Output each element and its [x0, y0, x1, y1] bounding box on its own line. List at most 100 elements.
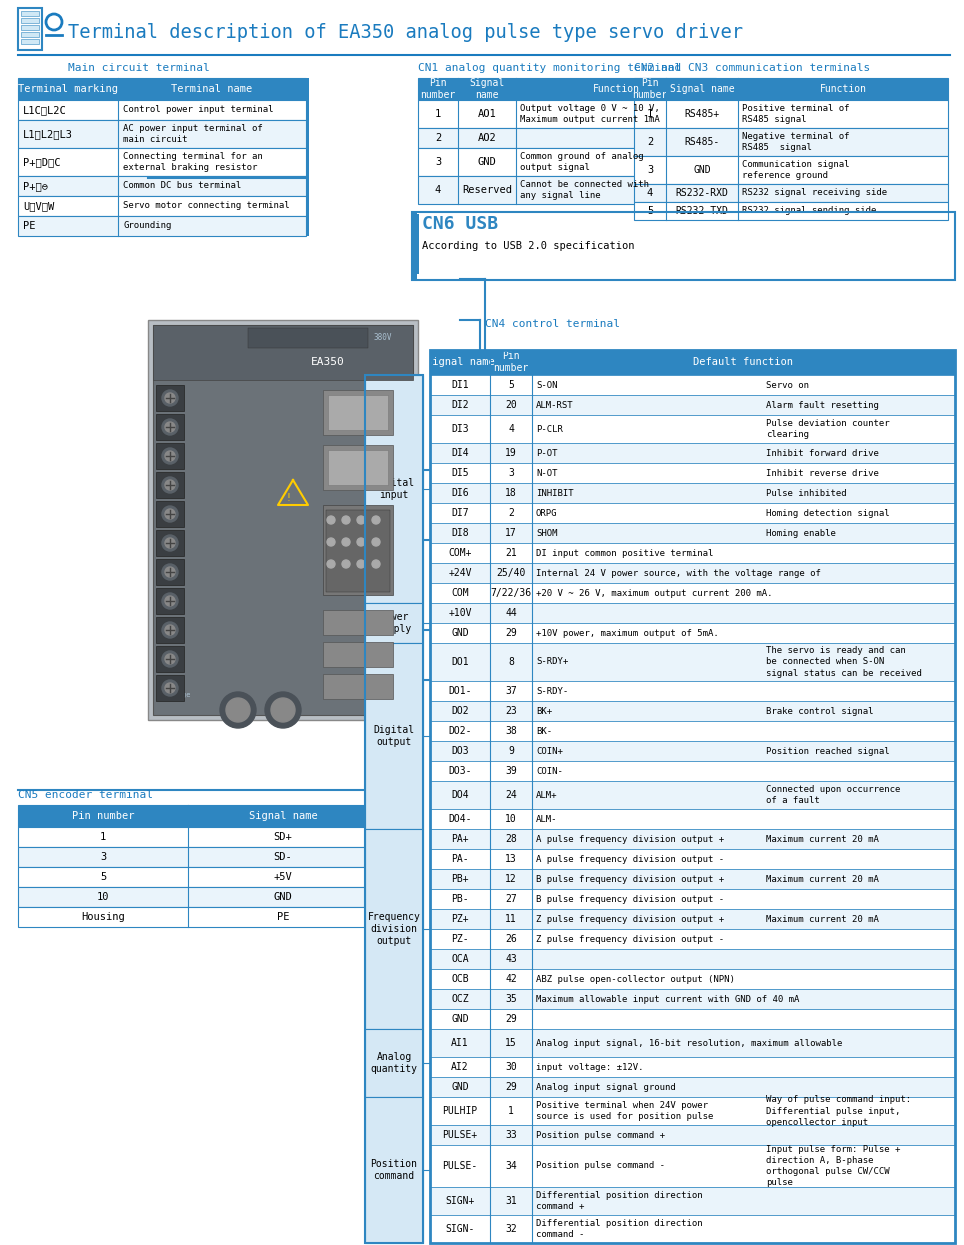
Bar	[634, 202, 948, 220]
Bar	[18, 847, 378, 867]
Text: input voltage: ±12V.: input voltage: ±12V.	[536, 1062, 644, 1072]
Text: Brake control signal: Brake control signal	[766, 706, 873, 716]
Text: DI7: DI7	[451, 508, 469, 518]
Circle shape	[162, 593, 178, 609]
Text: RS232-TXD: RS232-TXD	[676, 205, 729, 215]
Text: Position pulse command +: Position pulse command +	[536, 1130, 665, 1139]
Text: Analog
quantity: Analog quantity	[370, 1052, 417, 1074]
Text: Position reached signal: Position reached signal	[766, 747, 890, 756]
Text: OCZ: OCZ	[451, 994, 469, 1003]
Text: Function: Function	[593, 83, 639, 95]
Text: COIN-: COIN-	[536, 767, 563, 776]
Text: Pulse deviation counter
clearing: Pulse deviation counter clearing	[766, 420, 890, 439]
Text: U、V、W: U、V、W	[23, 200, 54, 210]
Text: +10V power, maximum output of 5mA.: +10V power, maximum output of 5mA.	[536, 629, 719, 637]
Text: L1、L2、L3: L1、L2、L3	[23, 129, 73, 139]
Circle shape	[162, 448, 178, 464]
Text: CN6 USB: CN6 USB	[422, 215, 498, 233]
Text: CN5 encoder terminal: CN5 encoder terminal	[18, 791, 153, 801]
Bar	[156, 675, 184, 701]
Text: DI5: DI5	[451, 468, 469, 478]
Text: +5V: +5V	[274, 872, 292, 881]
Bar	[430, 583, 955, 603]
Text: DO2-: DO2-	[448, 726, 471, 736]
Circle shape	[357, 515, 365, 524]
Bar	[418, 176, 716, 204]
Text: PULSE-: PULSE-	[442, 1162, 477, 1172]
Text: DI2: DI2	[451, 400, 469, 410]
Text: 29: 29	[505, 1082, 517, 1092]
Text: 29: 29	[505, 1013, 517, 1023]
Bar	[18, 827, 378, 847]
Text: 43: 43	[505, 954, 517, 964]
Text: Inhibit forward drive: Inhibit forward drive	[766, 448, 879, 457]
Text: 1: 1	[647, 110, 654, 120]
Bar	[156, 500, 184, 527]
Circle shape	[165, 625, 175, 635]
Text: 4: 4	[647, 188, 654, 198]
Text: DI1: DI1	[451, 380, 469, 390]
Text: 28: 28	[505, 834, 517, 844]
Bar	[430, 1125, 955, 1145]
Text: SIGN+: SIGN+	[445, 1196, 474, 1206]
Text: Connecting terminal for an
external braking resistor: Connecting terminal for an external brak…	[123, 152, 263, 172]
Bar	[323, 642, 393, 667]
Text: 380V: 380V	[373, 334, 391, 342]
Text: Alarm fault resetting: Alarm fault resetting	[766, 401, 879, 410]
Bar	[430, 395, 955, 415]
Text: +10V: +10V	[448, 608, 471, 618]
Bar	[430, 523, 955, 543]
Text: Way of pulse command input:
Differential pulse input,
opencollector input: Way of pulse command input: Differential…	[766, 1096, 911, 1127]
Text: charge: charge	[165, 692, 191, 698]
Text: GND: GND	[451, 627, 469, 637]
Text: The servo is ready and can
be connected when S-ON
signal status can be received: The servo is ready and can be connected …	[766, 646, 922, 677]
Text: DO4-: DO4-	[448, 814, 471, 824]
Text: S-RDY-: S-RDY-	[536, 686, 568, 696]
Text: Maximum current 20 mA: Maximum current 20 mA	[766, 915, 879, 924]
Text: ABZ pulse open-collector output (NPN): ABZ pulse open-collector output (NPN)	[536, 975, 735, 984]
Text: EA350: EA350	[311, 357, 345, 367]
Bar	[418, 78, 716, 100]
Text: SD-: SD-	[274, 852, 292, 862]
Bar	[430, 543, 955, 563]
Bar	[430, 1097, 955, 1125]
Bar	[430, 1030, 955, 1057]
Text: Input pulse form: Pulse +
direction A, B-phase
orthogonal pulse CW/CCW
pulse: Input pulse form: Pulse + direction A, B…	[766, 1145, 900, 1188]
Bar	[418, 128, 716, 148]
Text: CN2 and CN3 communication terminals: CN2 and CN3 communication terminals	[634, 63, 870, 73]
Bar	[412, 212, 417, 280]
Bar	[323, 444, 393, 491]
Text: 12: 12	[505, 874, 517, 884]
Text: 25/40: 25/40	[496, 568, 525, 578]
Bar	[328, 395, 388, 430]
Text: 31: 31	[505, 1196, 517, 1206]
Text: 39: 39	[505, 766, 517, 776]
Text: Homing enable: Homing enable	[766, 528, 836, 538]
Bar	[365, 642, 423, 829]
Text: DI3: DI3	[451, 425, 469, 435]
Text: SD+: SD+	[274, 832, 292, 842]
Text: PA+: PA+	[451, 834, 469, 844]
Bar	[21, 25, 39, 30]
Text: 5: 5	[508, 380, 514, 390]
Bar	[323, 610, 393, 635]
Text: Digital
output: Digital output	[373, 725, 415, 747]
Text: CN1 analog quantity monitoring terminal: CN1 analog quantity monitoring terminal	[418, 63, 682, 73]
Circle shape	[165, 684, 175, 693]
Bar	[430, 989, 955, 1008]
Text: DI8: DI8	[451, 528, 469, 538]
Text: 1: 1	[508, 1106, 514, 1116]
Text: RS232-RXD: RS232-RXD	[676, 188, 729, 198]
Text: INHIBIT: INHIBIT	[536, 488, 574, 498]
Bar	[156, 618, 184, 642]
Bar	[430, 869, 955, 889]
Text: Output voltage 0 V ~ 10 V,
Maximum output current 1mA: Output voltage 0 V ~ 10 V, Maximum outpu…	[520, 105, 659, 125]
Bar	[18, 120, 306, 148]
Bar	[430, 483, 955, 503]
Bar	[430, 563, 955, 583]
Bar	[430, 809, 955, 829]
Text: Default function: Default function	[693, 357, 793, 367]
Bar	[18, 806, 378, 827]
Text: Housing: Housing	[81, 913, 125, 923]
Text: PB-: PB-	[451, 894, 469, 904]
